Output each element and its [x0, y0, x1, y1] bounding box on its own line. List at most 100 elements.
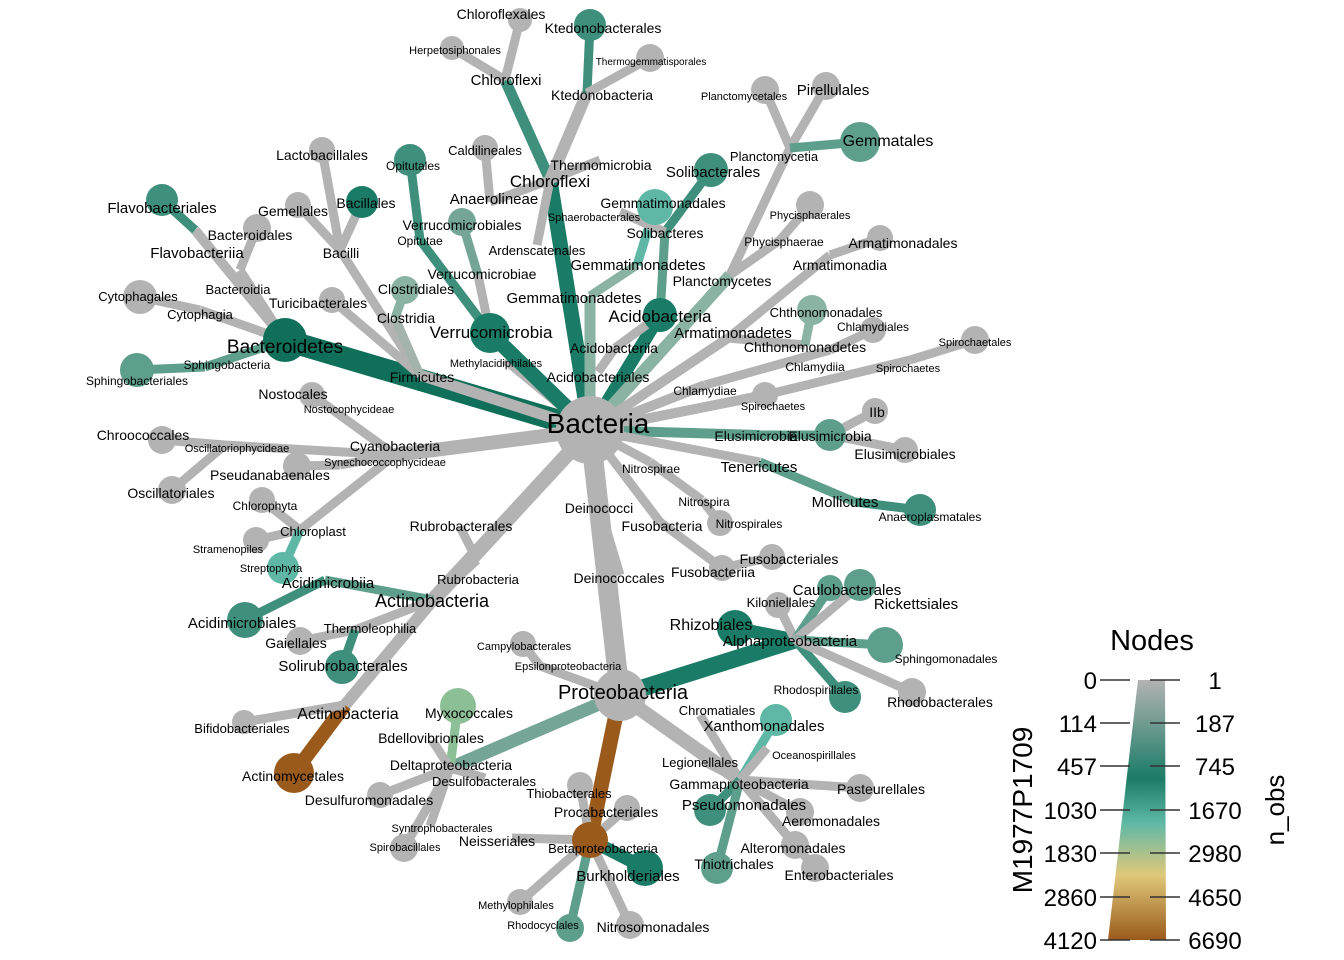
label-aeromonadales: Aeromonadales — [782, 813, 880, 829]
label-acidimicrobiales: Acidimicrobiales — [188, 615, 296, 632]
node-oscillatoriales — [158, 476, 186, 504]
edge-deltaproteobacteria-bdellovibrionales — [428, 737, 454, 771]
node-gaiellales — [286, 627, 314, 655]
label-ktedonobacteria: Ktedonobacteria — [551, 87, 653, 103]
edge-actinobacteria-acidimicrobiia — [324, 575, 434, 605]
node-rhizobiales — [717, 610, 753, 646]
label-verrucomicrobiae: Verrucomicrobiae — [428, 266, 537, 282]
node-opitutales — [394, 144, 426, 176]
label-cytophagales: Cytophagales — [98, 289, 178, 304]
node-turicibacterales — [319, 287, 345, 313]
node-chlorophyta — [249, 487, 275, 513]
tree-nodes — [120, 8, 989, 942]
node-spirochaetales — [961, 326, 989, 354]
label-rhodocyclales: Rhodocyclales — [507, 920, 579, 932]
label-acidimicrobiia: Acidimicrobiia — [282, 575, 375, 592]
label-chthonomonadetes: Chthonomonadetes — [744, 339, 866, 355]
edge-gammaproteobacteria-pasteurellales — [739, 775, 861, 793]
legend-right-axis-label: n_obs — [1260, 775, 1290, 846]
label-actinomycetales: Actinomycetales — [242, 768, 344, 784]
legend-left-tick: 4120 — [1044, 928, 1097, 955]
label-deltaproteobacteria: Deltaproteobacteria — [390, 757, 512, 773]
edge-proteobacteria-alphaproteobacteria — [617, 631, 798, 704]
label-proteobacteria: Proteobacteria — [558, 682, 689, 704]
legend-left-tick: 457 — [1057, 754, 1097, 781]
node-alteromonadales — [781, 831, 809, 859]
node-acidobacteria — [643, 298, 677, 332]
edge-chloroflexi-anaerolineae — [488, 175, 552, 207]
label-fusobacteria: Fusobacteria — [622, 518, 703, 534]
label-elusimicrobia_c: Elusimicrobia — [788, 428, 871, 444]
label-tenericutes: Tenericutes — [721, 459, 798, 476]
label-chromatiales: Chromatiales — [679, 703, 756, 718]
node-gemmatimonadales — [637, 189, 673, 225]
edge-actinobacteria-actinobacteria_c — [340, 596, 438, 709]
legend-left-tick: 114 — [1059, 711, 1097, 738]
node-procabacteriales — [614, 795, 640, 821]
node-bifidobacteriales — [232, 710, 256, 734]
edge-chloroflexi-chloroflexi_c — [499, 77, 556, 183]
label-chroococcales: Chroococcales — [97, 427, 190, 443]
node-xanthomonadales — [760, 704, 792, 736]
label-chloroflexi: Chloroflexi — [510, 172, 590, 191]
edge-chloroflexi-ardenscatenales — [532, 179, 555, 246]
label-solirubrobacterales: Solirubrobacterales — [278, 658, 407, 675]
label-bdellovibrionales: Bdellovibrionales — [378, 730, 484, 746]
label-oceanospirillales: Oceanospirillales — [772, 750, 856, 762]
label-rubrobacteria: Rubrobacteria — [437, 572, 519, 587]
label-nostocales: Nostocales — [258, 386, 327, 402]
node-chroococcales — [148, 426, 176, 454]
node-ktedonobacterales — [574, 9, 606, 41]
node-burkholderiales — [627, 850, 663, 886]
label-nitrospirales: Nitrospirales — [716, 517, 783, 531]
label-sphingobacteriia: Sphingobacteria — [184, 358, 271, 372]
label-thiobacterales: Thiobacterales — [526, 786, 612, 801]
label-chlamydiia: Chlamydiia — [785, 360, 845, 374]
label-phycisphaerae: Phycisphaerae — [744, 235, 824, 249]
node-chloroflexales — [508, 8, 532, 32]
label-gemmatimonadetes: Gemmatimonadetes — [506, 290, 641, 307]
label-nitrospirae: Nitrospirae — [622, 462, 680, 476]
label-deinococcales: Deinococcales — [573, 570, 664, 586]
label-actinobacteria: Actinobacteria — [375, 591, 490, 611]
label-gaiellales: Gaiellales — [265, 635, 326, 651]
label-chlamydiae: Chlamydiae — [673, 384, 737, 398]
label-iib: IIb — [869, 404, 885, 420]
label-clostridia: Clostridia — [377, 310, 436, 326]
node-actinomycetales — [274, 753, 314, 793]
label-clostridiales: Clostridiales — [378, 281, 454, 297]
label-chloroflexi_c: Chloroflexi — [471, 72, 542, 89]
node-enterobacteriales — [801, 854, 829, 882]
label-acidobacteriia: Acidobacteriia — [570, 340, 658, 356]
label-pseudomonadales: Pseudomonadales — [682, 797, 806, 814]
edge-chloroflexi-ktedonobacteria — [544, 90, 593, 183]
node-rhodocyclales — [556, 914, 584, 942]
label-ardenscatenales: Ardenscatenales — [489, 243, 586, 258]
label-sphingobacteriales: Sphingobacteriales — [86, 374, 188, 388]
node-pseudomonadales — [694, 794, 726, 826]
label-pseudanabaenales: Pseudanabaenales — [210, 467, 330, 483]
label-elusimicrobiales: Elusimicrobiales — [854, 446, 955, 462]
label-streptophyta: Streptophyta — [240, 563, 303, 575]
label-opitutales: Opitutales — [386, 159, 440, 173]
legend-right-tick: 6690 — [1188, 928, 1241, 955]
node-rickettsiales — [844, 569, 876, 601]
label-bacilli: Bacilli — [323, 245, 360, 261]
label-caulobacterales: Caulobacterales — [793, 582, 901, 599]
label-chthonomonadales: Chthonomonadales — [770, 305, 883, 320]
node-pseudanabaenales — [283, 452, 311, 480]
label-caldilineales: Caldilineales — [448, 143, 522, 158]
label-bacteroidales: Bacteroidales — [208, 227, 293, 243]
label-opitutae: Opitutae — [397, 234, 443, 248]
node-rhodobacterales — [898, 678, 926, 706]
node-anaeroplasmatales — [904, 494, 936, 526]
node-verrucomicrobia — [470, 313, 510, 353]
label-anaeroplasmatales: Anaeroplasmatales — [879, 510, 982, 524]
node-thermogemmatisporales — [636, 44, 664, 72]
label-rubrobacterales: Rubrobacterales — [410, 518, 513, 534]
label-thermogemmatisporales: Thermogemmatisporales — [596, 57, 707, 68]
legend-right-tick: 2980 — [1188, 841, 1241, 868]
label-actinobacteria_c: Actinobacteria — [297, 706, 398, 723]
label-verrucomicrobiales: Verrucomicrobiales — [402, 217, 521, 233]
label-sphaerobacterales: Sphaerobacterales — [548, 212, 641, 224]
